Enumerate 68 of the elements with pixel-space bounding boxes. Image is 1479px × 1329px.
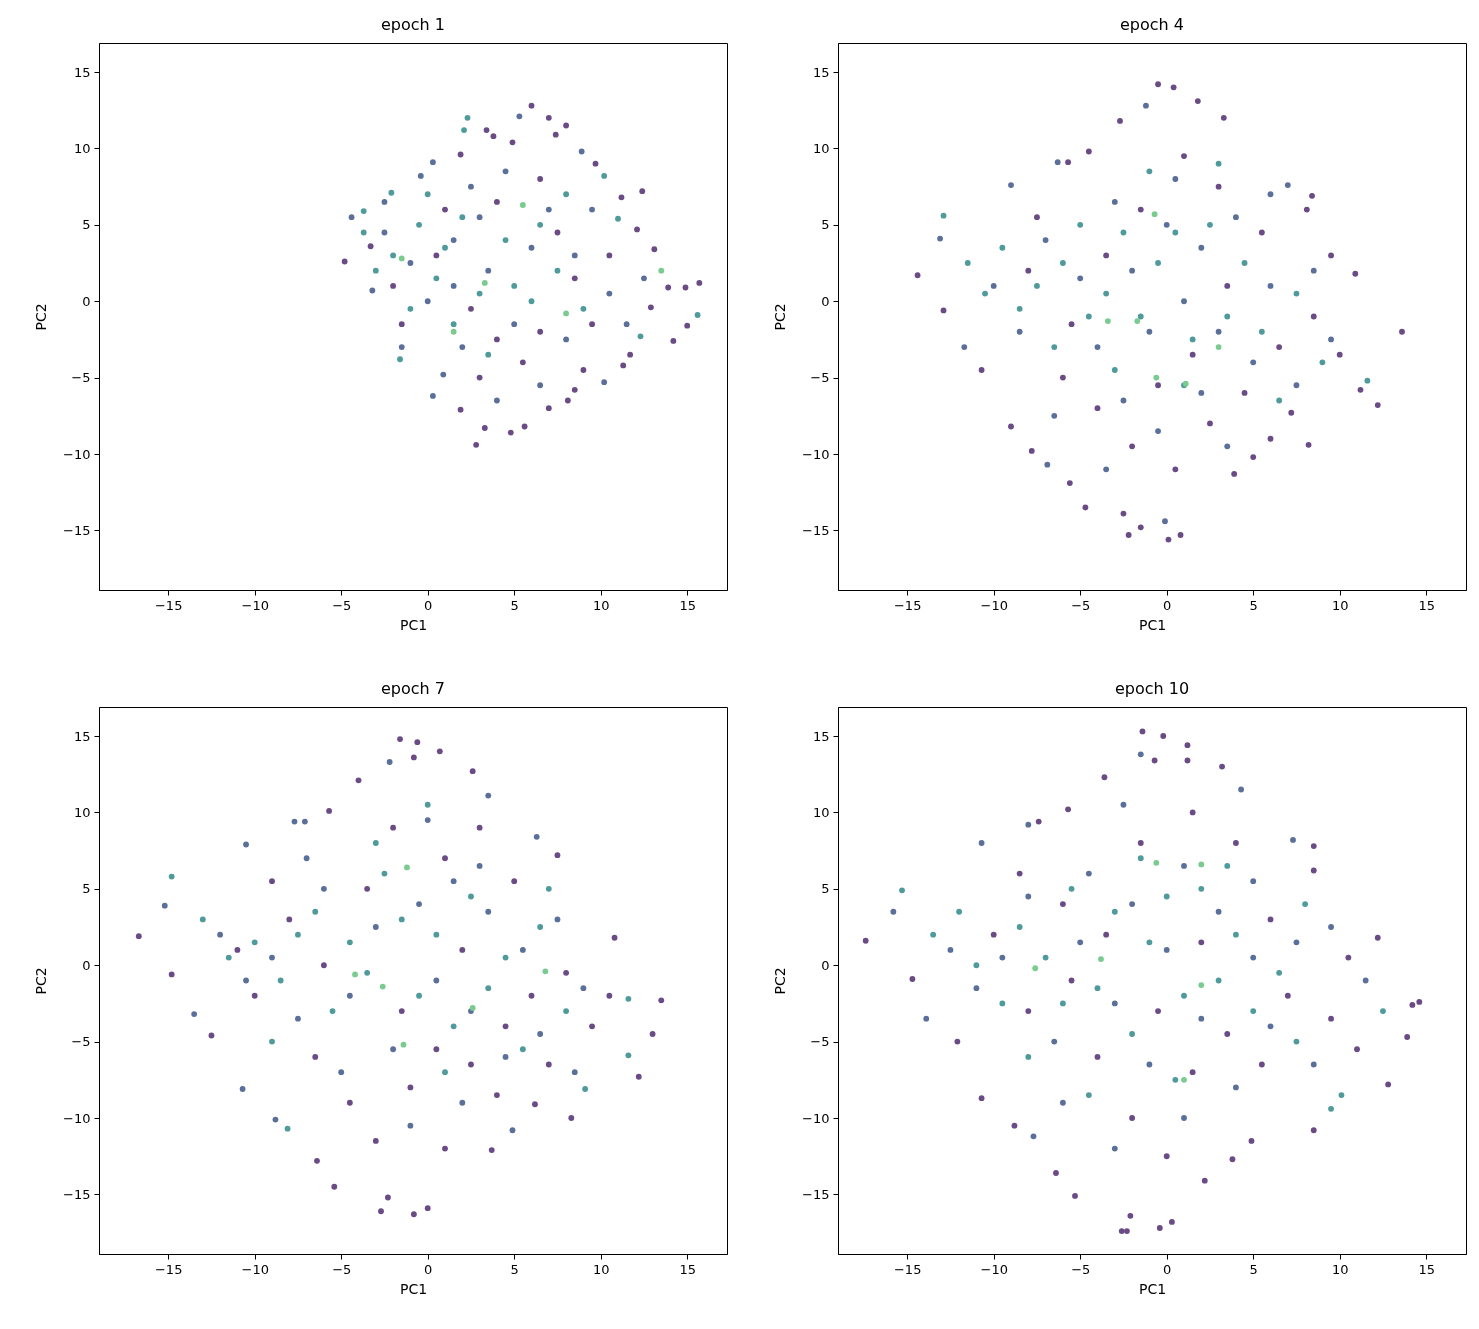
y-tick-label: −15 [63,1186,91,1202]
y-tick-label: 5 [82,881,91,897]
x-tick-label: −15 [893,1261,922,1277]
x-axis-title: PC1 [1138,616,1167,633]
y-axis-title: PC2 [772,967,789,995]
x-tick-label: −15 [893,597,922,613]
y-tick-label: −5 [810,1034,830,1050]
x-tick-label: −5 [1071,597,1091,613]
chart-title: epoch 7 [381,679,445,698]
x-tick-label: 0 [424,597,433,613]
x-tick-label: −10 [980,1261,1008,1277]
y-tick-label: 15 [812,728,830,744]
y-tick-label: 0 [821,957,830,973]
y-tick-label: −10 [63,446,91,462]
x-tick-label: 10 [592,1261,610,1277]
x-tick-label: −5 [332,1261,352,1277]
y-axis-title: PC2 [772,303,789,331]
chart-title: epoch 10 [1114,679,1190,698]
x-tick-label: 10 [1331,597,1349,613]
x-axis-title: PC1 [1138,1280,1167,1297]
y-tick-label: 15 [73,728,91,744]
y-tick-label: 0 [821,293,830,309]
x-tick-label: 15 [679,1261,696,1277]
x-tick-label: −10 [980,597,1008,613]
y-tick-label: −15 [802,1186,830,1202]
y-tick-label: −5 [71,370,91,386]
y-tick-label: 10 [812,804,830,820]
x-tick-label: −10 [241,1261,269,1277]
y-tick-label: 5 [821,217,830,233]
chart-title: epoch 4 [1120,15,1184,34]
y-tick-label: 0 [82,293,91,309]
chart-title: epoch 1 [381,15,445,34]
y-tick-label: −5 [810,370,830,386]
y-tick-label: −15 [802,522,830,538]
y-tick-label: −15 [63,522,91,538]
x-tick-label: 5 [510,597,519,613]
y-tick-label: 0 [82,957,91,973]
y-tick-label: −5 [71,1034,91,1050]
x-tick-label: 0 [424,1261,433,1277]
x-tick-label: 5 [1249,1261,1258,1277]
x-tick-label: 15 [1418,1261,1435,1277]
x-tick-label: −10 [241,597,269,613]
y-tick-label: −10 [802,446,830,462]
x-tick-label: 0 [1163,1261,1172,1277]
x-tick-label: −15 [154,597,183,613]
y-axis-title: PC2 [33,303,50,331]
x-tick-label: 10 [1331,1261,1349,1277]
x-axis-title: PC1 [399,1280,428,1297]
y-tick-label: 5 [821,881,830,897]
x-tick-label: 5 [510,1261,519,1277]
x-tick-label: −15 [154,1261,183,1277]
y-tick-label: 10 [73,804,91,820]
x-axis-title: PC1 [399,616,428,633]
x-tick-label: 15 [1418,597,1435,613]
x-tick-label: 0 [1163,597,1172,613]
y-axis-title: PC2 [33,967,50,995]
x-tick-label: −5 [332,597,352,613]
y-tick-label: 10 [812,140,830,156]
x-tick-label: 15 [679,597,696,613]
y-tick-label: 5 [82,217,91,233]
y-tick-label: −10 [63,1110,91,1126]
x-tick-label: 5 [1249,597,1258,613]
y-tick-label: −10 [802,1110,830,1126]
y-tick-label: 15 [73,64,91,80]
x-tick-label: −5 [1071,1261,1091,1277]
y-tick-label: 15 [812,64,830,80]
y-tick-label: 10 [73,140,91,156]
x-tick-label: 10 [592,597,610,613]
